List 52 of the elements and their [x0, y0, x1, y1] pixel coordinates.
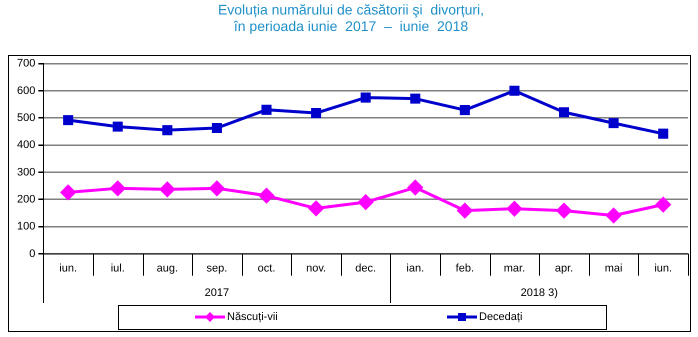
x-tick-label: iul. [110, 262, 125, 274]
point [658, 128, 668, 139]
point [608, 118, 619, 128]
point [558, 107, 570, 118]
point [457, 203, 472, 218]
text: 2017 [204, 287, 230, 300]
x-tick-label: oct. [258, 262, 276, 274]
point [556, 203, 572, 218]
chart-title: Evoluția numărului de căsătorii şi divorțuri, în perioada iunie 2017 – iunie 2018 [218, 1, 484, 34]
point [606, 208, 622, 223]
x-tick-label: mar. [504, 262, 526, 274]
point [358, 194, 374, 210]
x-tick-label: apr. [554, 262, 574, 274]
y-tick-label: 0 [29, 248, 36, 260]
point [259, 188, 274, 204]
point [308, 200, 324, 216]
point [509, 86, 520, 96]
x-tick-label: iun. [654, 262, 672, 274]
y-tick-label: 100 [16, 220, 36, 233]
y-tick-label: 400 [16, 139, 36, 152]
legend-label: Decedați [479, 311, 522, 324]
y-tick-label: 700 [16, 58, 36, 70]
legend-label: Născuți-vii [227, 311, 278, 324]
point [212, 122, 222, 134]
y-tick-label: 300 [16, 166, 36, 178]
x-tick-label: mai [604, 262, 622, 274]
point [506, 201, 522, 216]
point [63, 115, 74, 126]
x-tick-label: aug. [156, 262, 178, 274]
x-tick-label: ian. [406, 262, 424, 274]
x-tick-label: feb. [456, 262, 474, 274]
point [162, 125, 172, 136]
y-tick-label: 200 [16, 193, 36, 206]
text: 2018 3) [520, 287, 558, 300]
x-tick-label: sep. [206, 262, 228, 274]
point [311, 108, 322, 118]
y-tick-label: 600 [16, 84, 36, 97]
point [410, 94, 420, 104]
point [209, 180, 224, 196]
point [60, 184, 76, 200]
point [408, 180, 423, 195]
point [656, 197, 671, 212]
point [261, 104, 272, 115]
point [112, 122, 123, 132]
y-tick-label: 500 [16, 112, 36, 124]
point [110, 180, 126, 196]
x-tick-label: iun. [59, 262, 78, 274]
x-tick-label: dec. [355, 262, 376, 274]
x-tick-label: nov. [306, 262, 326, 274]
point [160, 182, 175, 197]
point [460, 105, 470, 116]
point [360, 92, 371, 103]
